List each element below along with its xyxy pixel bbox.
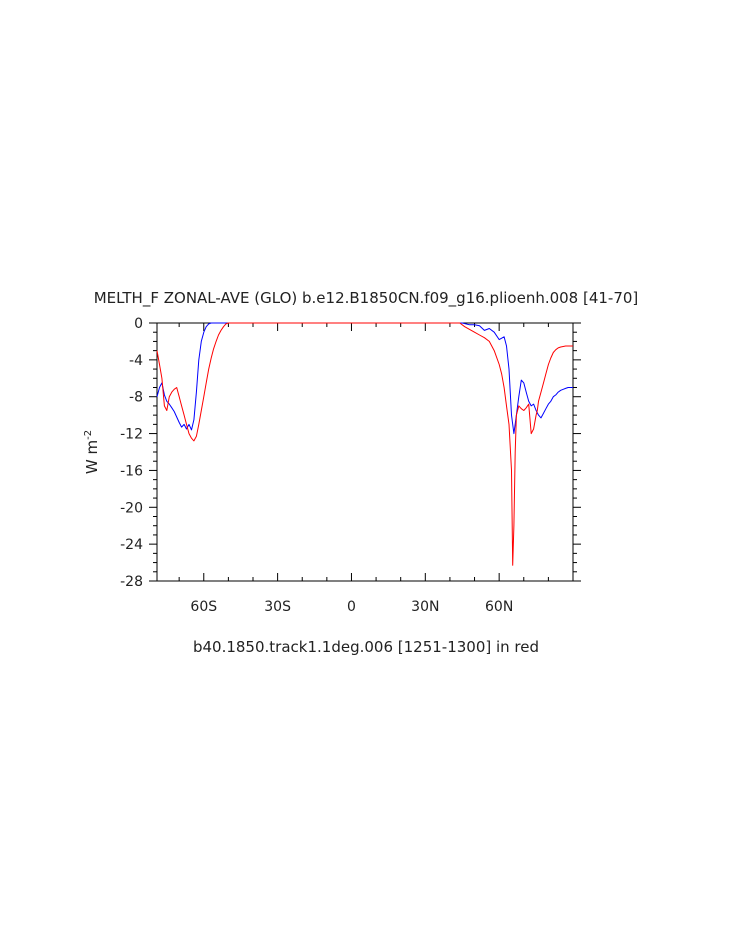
- x-tick-label: 30N: [411, 599, 439, 615]
- y-tick-label: -16: [120, 463, 143, 479]
- y-tick-label: -4: [129, 353, 143, 369]
- y-tick-label: -20: [120, 500, 143, 516]
- chart-title: MELTH_F ZONAL-AVE (GLO) b.e12.B1850CN.f0…: [94, 289, 639, 308]
- y-axis-tick-labels: 0 -4 -8 -12 -16 -20 -24 -28: [120, 316, 143, 590]
- y-axis-label-superscript: -2: [83, 430, 94, 440]
- x-axis-tick-labels: 60S 30S 0 30N 60N: [190, 599, 513, 615]
- y-tick-label: 0: [134, 316, 143, 332]
- x-tick-label: 60S: [190, 599, 217, 615]
- series-line-0: [156, 322, 573, 435]
- y-axis-label-text: W m: [83, 440, 101, 474]
- series-line-1: [156, 322, 573, 566]
- chart-subtitle: b40.1850.track1.1deg.006 [1251-1300] in …: [193, 638, 539, 656]
- x-axis-ticks: [178, 323, 574, 581]
- x-tick-label: 0: [347, 599, 356, 615]
- y-axis-label: W m-2: [83, 430, 101, 474]
- y-axis-ticks: [149, 322, 581, 582]
- x-tick-label: 60N: [485, 599, 513, 615]
- y-tick-label: -8: [129, 390, 143, 406]
- y-tick-label: -12: [120, 427, 143, 443]
- y-tick-label: -24: [120, 537, 143, 553]
- x-tick-label: 30S: [264, 599, 291, 615]
- y-tick-label: -28: [120, 574, 143, 590]
- series-layer: [156, 322, 573, 566]
